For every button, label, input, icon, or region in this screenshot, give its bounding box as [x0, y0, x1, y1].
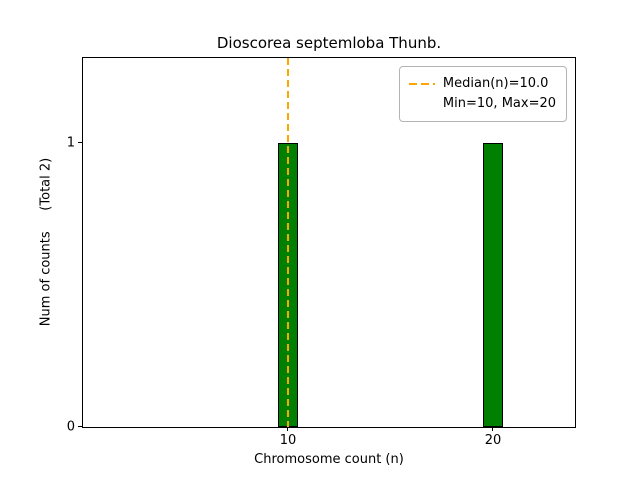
legend-label-median: Median(n)=10.0: [442, 76, 549, 91]
y-tick-label-0: 0: [66, 419, 75, 435]
y-axis-label-gap: [39, 211, 54, 232]
x-axis-label: Chromosome count (n): [254, 452, 404, 467]
axes: Median(n)=10.0 Min=10, Max=20 10 20 0 1: [67, 57, 576, 448]
chart-title: Dioscorea septemloba Thunb.: [216, 34, 442, 52]
x-tick-mark-10: [287, 427, 288, 431]
median-dashed-line-sample: [408, 83, 435, 86]
median-line: [287, 58, 289, 427]
x-tick-label-20: 20: [484, 433, 502, 448]
y-tick-mark-1: [78, 142, 82, 144]
y-axis-label: Num of counts (Total 2): [39, 158, 54, 326]
bar-x20: [482, 143, 504, 427]
x-tick-label-10: 10: [279, 433, 297, 448]
legend-row-minmax: Min=10, Max=20: [409, 94, 556, 114]
y-axis-label-total: (Total 2): [38, 157, 54, 211]
legend-row-median: Median(n)=10.0: [408, 74, 556, 94]
y-tick-label-1: 1: [66, 135, 75, 151]
legend: Median(n)=10.0 Min=10, Max=20: [398, 66, 567, 123]
legend-spacer: [409, 103, 435, 105]
x-tick-mark-20: [492, 427, 493, 431]
y-axis-label-main: Num of counts: [38, 231, 54, 327]
y-tick-mark-0: [78, 426, 82, 427]
legend-label-minmax: Min=10, Max=20: [442, 96, 556, 112]
